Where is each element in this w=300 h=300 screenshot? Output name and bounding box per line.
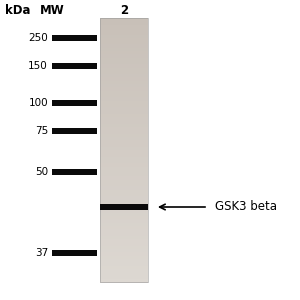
Bar bbox=[100, 48, 148, 52]
Bar bbox=[52, 100, 97, 106]
Bar bbox=[100, 272, 148, 276]
Bar bbox=[100, 160, 148, 164]
Bar bbox=[100, 71, 148, 75]
Bar bbox=[100, 219, 148, 223]
Bar bbox=[100, 200, 148, 203]
Text: 37: 37 bbox=[35, 248, 48, 258]
Bar bbox=[100, 117, 148, 121]
Bar bbox=[52, 35, 97, 41]
Bar bbox=[100, 213, 148, 217]
Bar bbox=[100, 34, 148, 38]
Bar bbox=[100, 157, 148, 160]
Bar bbox=[100, 193, 148, 197]
Bar bbox=[100, 269, 148, 273]
Bar bbox=[100, 259, 148, 263]
Bar bbox=[100, 140, 148, 144]
Bar bbox=[100, 44, 148, 48]
Bar bbox=[100, 167, 148, 170]
Bar bbox=[100, 77, 148, 81]
Bar bbox=[100, 196, 148, 200]
Bar bbox=[100, 54, 148, 58]
Text: 75: 75 bbox=[35, 126, 48, 136]
Bar bbox=[100, 100, 148, 104]
Bar bbox=[100, 143, 148, 147]
Text: 100: 100 bbox=[28, 98, 48, 108]
Bar bbox=[100, 18, 148, 282]
Bar bbox=[100, 124, 148, 128]
Bar bbox=[100, 114, 148, 118]
Text: 150: 150 bbox=[28, 61, 48, 71]
Bar bbox=[100, 110, 148, 114]
Bar bbox=[100, 87, 148, 91]
Bar bbox=[100, 127, 148, 131]
Bar bbox=[100, 206, 148, 210]
Bar bbox=[100, 180, 148, 184]
Bar bbox=[100, 38, 148, 42]
Bar bbox=[100, 239, 148, 243]
Text: MW: MW bbox=[40, 4, 64, 16]
Bar bbox=[100, 236, 148, 240]
Bar bbox=[100, 279, 148, 283]
Text: 2: 2 bbox=[120, 4, 128, 16]
Bar bbox=[100, 61, 148, 65]
Bar bbox=[100, 120, 148, 124]
Bar bbox=[100, 204, 148, 210]
Bar bbox=[100, 242, 148, 246]
Bar bbox=[100, 25, 148, 28]
Bar bbox=[100, 18, 148, 22]
Bar bbox=[100, 31, 148, 35]
Bar bbox=[100, 229, 148, 233]
Bar bbox=[100, 223, 148, 226]
Bar bbox=[100, 130, 148, 134]
Bar bbox=[100, 203, 148, 207]
Bar bbox=[100, 137, 148, 141]
Bar bbox=[100, 91, 148, 94]
Bar bbox=[100, 147, 148, 151]
Bar bbox=[100, 216, 148, 220]
Bar bbox=[100, 209, 148, 213]
Bar bbox=[100, 94, 148, 98]
Bar bbox=[100, 176, 148, 180]
Bar bbox=[100, 134, 148, 137]
Bar bbox=[100, 173, 148, 177]
Bar bbox=[100, 104, 148, 108]
Bar bbox=[100, 150, 148, 154]
Bar bbox=[100, 64, 148, 68]
Bar bbox=[100, 249, 148, 253]
Bar bbox=[52, 169, 97, 175]
Bar bbox=[100, 51, 148, 55]
Bar bbox=[100, 97, 148, 101]
Bar bbox=[100, 170, 148, 174]
Bar bbox=[100, 74, 148, 78]
Bar bbox=[100, 246, 148, 250]
Bar bbox=[100, 256, 148, 260]
Bar bbox=[100, 232, 148, 236]
Bar bbox=[100, 28, 148, 32]
Bar bbox=[100, 68, 148, 71]
Bar bbox=[100, 21, 148, 25]
Bar bbox=[100, 41, 148, 45]
Bar bbox=[100, 190, 148, 194]
Bar bbox=[100, 275, 148, 279]
Bar bbox=[100, 81, 148, 85]
Bar bbox=[100, 153, 148, 157]
Bar bbox=[52, 250, 97, 256]
Bar bbox=[100, 183, 148, 187]
Bar bbox=[100, 84, 148, 88]
Text: 250: 250 bbox=[28, 33, 48, 43]
Bar bbox=[100, 262, 148, 266]
Bar bbox=[100, 186, 148, 190]
Bar bbox=[100, 226, 148, 230]
Bar bbox=[100, 163, 148, 167]
Text: GSK3 beta: GSK3 beta bbox=[215, 200, 277, 214]
Bar bbox=[52, 128, 97, 134]
Text: 50: 50 bbox=[35, 167, 48, 177]
Bar bbox=[100, 58, 148, 62]
Bar bbox=[52, 63, 97, 69]
Bar bbox=[100, 266, 148, 269]
Bar bbox=[100, 107, 148, 111]
Text: kDa: kDa bbox=[5, 4, 31, 16]
Bar bbox=[100, 252, 148, 256]
